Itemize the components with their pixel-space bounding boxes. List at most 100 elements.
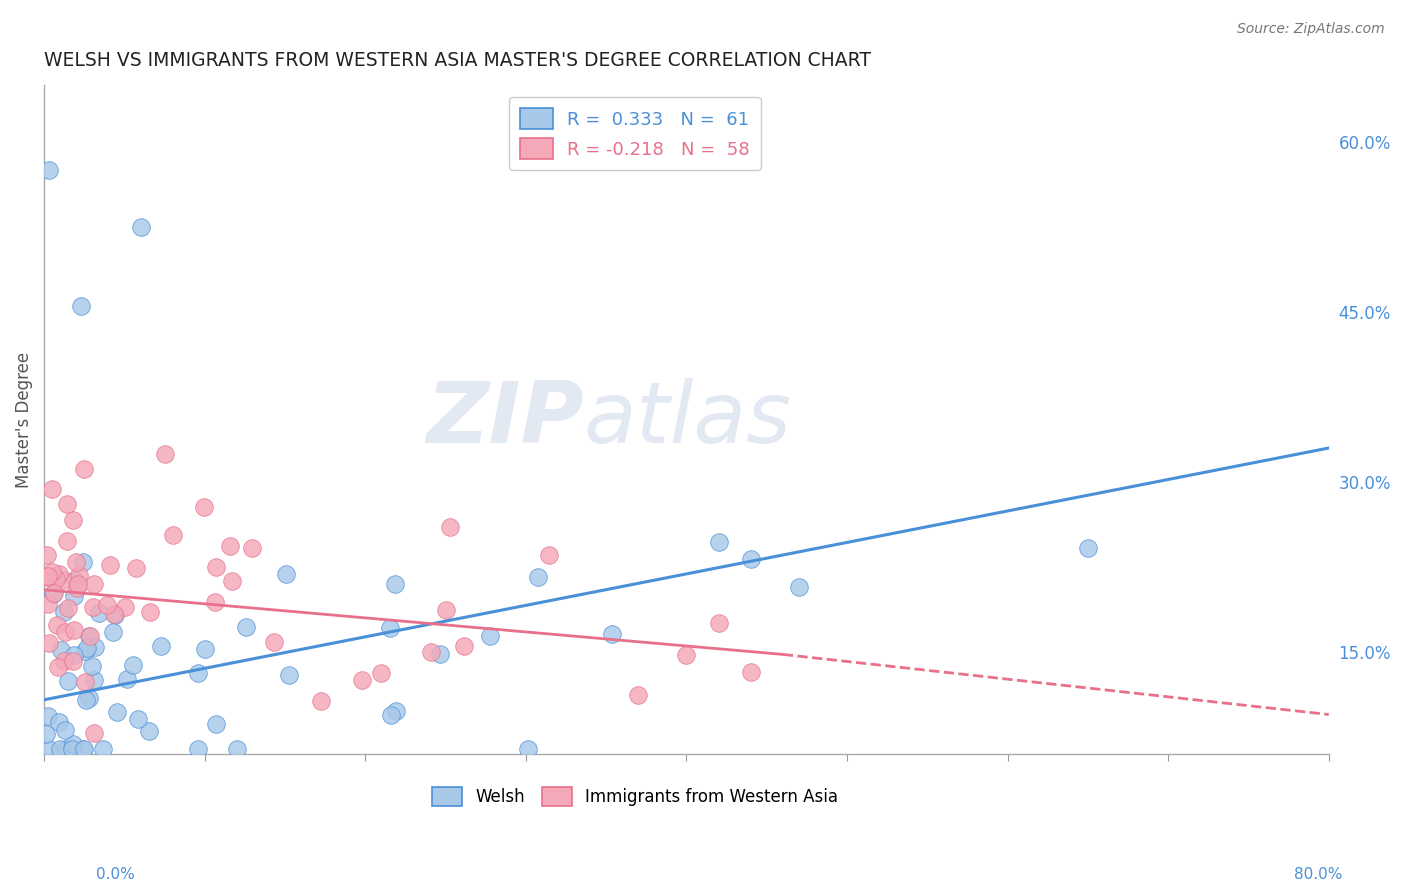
Point xyxy=(53,723,76,738)
Point xyxy=(37,548,59,562)
Point xyxy=(235,620,257,634)
Point xyxy=(65,555,87,569)
Point xyxy=(72,555,94,569)
Point xyxy=(53,624,76,639)
Point xyxy=(35,727,58,741)
Point xyxy=(155,447,177,461)
Point xyxy=(35,570,58,584)
Point xyxy=(453,639,475,653)
Point xyxy=(79,629,101,643)
Point xyxy=(60,741,83,756)
Point xyxy=(77,690,100,705)
Point xyxy=(62,513,84,527)
Point xyxy=(139,605,162,619)
Point xyxy=(352,673,374,687)
Text: 80.0%: 80.0% xyxy=(1295,867,1343,881)
Point xyxy=(42,585,65,599)
Point xyxy=(225,741,247,756)
Point xyxy=(52,573,75,587)
Point xyxy=(45,573,67,587)
Point xyxy=(104,607,127,622)
Point xyxy=(38,636,60,650)
Point xyxy=(53,606,76,620)
Point xyxy=(83,673,105,688)
Point xyxy=(194,642,217,657)
Point xyxy=(419,645,441,659)
Point xyxy=(384,576,406,591)
Text: 0.0%: 0.0% xyxy=(96,867,135,881)
Point xyxy=(84,640,107,654)
Point xyxy=(48,566,70,581)
Point xyxy=(70,299,93,313)
Point xyxy=(263,635,285,649)
Point xyxy=(67,568,90,582)
Point xyxy=(66,582,89,596)
Text: atlas: atlas xyxy=(583,378,792,461)
Point xyxy=(675,648,697,663)
Point xyxy=(98,558,121,573)
Point xyxy=(740,552,762,566)
Point xyxy=(48,659,70,673)
Point xyxy=(37,709,59,723)
Point xyxy=(429,647,451,661)
Point xyxy=(370,665,392,680)
Point xyxy=(52,654,75,668)
Legend: Welsh, Immigrants from Western Asia: Welsh, Immigrants from Western Asia xyxy=(426,780,845,813)
Point xyxy=(38,163,60,178)
Point xyxy=(96,598,118,612)
Y-axis label: Master's Degree: Master's Degree xyxy=(15,351,32,488)
Point xyxy=(204,560,226,574)
Point xyxy=(56,497,79,511)
Point xyxy=(38,741,60,756)
Point xyxy=(41,566,63,580)
Point xyxy=(56,600,79,615)
Point xyxy=(49,643,72,657)
Point xyxy=(62,654,84,668)
Point xyxy=(274,566,297,581)
Point xyxy=(138,724,160,739)
Text: Source: ZipAtlas.com: Source: ZipAtlas.com xyxy=(1237,22,1385,37)
Point xyxy=(75,692,97,706)
Point xyxy=(37,568,59,582)
Point xyxy=(63,648,86,663)
Point xyxy=(83,725,105,739)
Point xyxy=(87,607,110,621)
Point xyxy=(75,675,97,690)
Point xyxy=(76,641,98,656)
Point xyxy=(187,665,209,680)
Point xyxy=(205,717,228,731)
Point xyxy=(221,574,243,588)
Point xyxy=(48,741,70,756)
Point xyxy=(73,643,96,657)
Point xyxy=(72,741,94,756)
Point xyxy=(240,541,263,556)
Point xyxy=(114,599,136,614)
Text: WELSH VS IMMIGRANTS FROM WESTERN ASIA MASTER'S DEGREE CORRELATION CHART: WELSH VS IMMIGRANTS FROM WESTERN ASIA MA… xyxy=(44,51,872,70)
Point xyxy=(278,668,301,682)
Point xyxy=(58,674,80,689)
Point xyxy=(478,629,501,643)
Point xyxy=(101,625,124,640)
Point xyxy=(537,548,560,562)
Point xyxy=(48,715,70,730)
Point xyxy=(162,528,184,542)
Point xyxy=(122,658,145,673)
Point xyxy=(385,704,408,718)
Point xyxy=(41,483,63,497)
Point xyxy=(380,707,402,722)
Point xyxy=(103,607,125,621)
Point xyxy=(627,688,650,702)
Point xyxy=(82,599,104,614)
Point xyxy=(72,741,94,756)
Point xyxy=(309,693,332,707)
Point xyxy=(527,570,550,584)
Point xyxy=(219,539,242,553)
Point xyxy=(45,618,67,632)
Point xyxy=(125,561,148,575)
Point xyxy=(80,659,103,673)
Point xyxy=(740,665,762,680)
Point xyxy=(73,461,96,475)
Point xyxy=(707,534,730,549)
Point xyxy=(600,627,623,641)
Point xyxy=(150,639,173,653)
